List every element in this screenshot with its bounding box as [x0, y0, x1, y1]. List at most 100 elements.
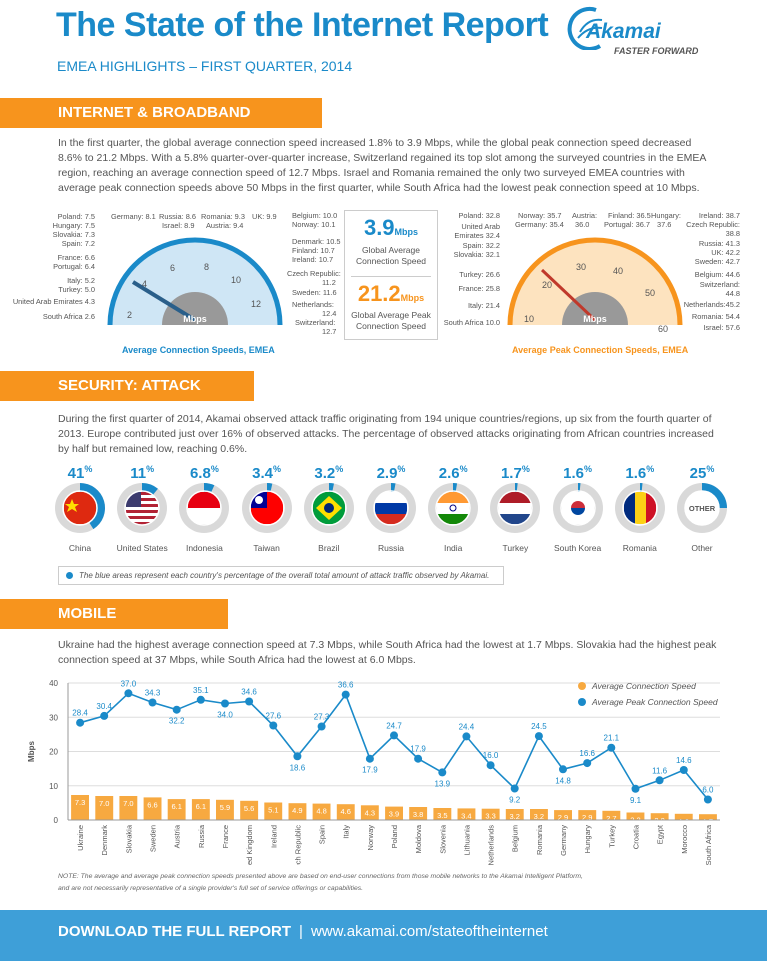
peak-speed-value: 27.3 — [314, 713, 330, 722]
avg-speed-bar — [216, 799, 234, 820]
legend-avg-swatch — [578, 682, 586, 690]
peak-speed-point — [655, 776, 664, 785]
gauge-label: 36.0 — [575, 220, 590, 229]
gauge-label: Spain: 7.2 — [61, 239, 95, 248]
peak-speed-value: 34.0 — [217, 711, 233, 720]
gauge-label: Austria: — [572, 211, 598, 220]
avg-speed-value: 5.6 — [244, 804, 254, 813]
peak-speed-value: 18.6 — [290, 763, 306, 772]
footer-bar: DOWNLOAD THE FULL REPORT | www.akamai.com/… — [0, 910, 767, 961]
attack-percentage: 41% — [67, 464, 93, 482]
x-category-label: Italy — [342, 825, 351, 839]
gauge-label: Austria: 9.4 — [206, 221, 244, 230]
attack-percentage: 3.2% — [314, 464, 344, 482]
avg-speed-bar — [433, 808, 452, 820]
attack-share-donut — [614, 483, 665, 533]
gauge-label: Romania: 54.4 — [691, 312, 740, 321]
gauge-label: Switzerland: — [699, 280, 740, 289]
gauge-label: France: 6.6 — [57, 253, 95, 262]
avg-speed-bar — [95, 796, 114, 820]
avg-speed-bar — [650, 813, 669, 820]
svg-text:60: 60 — [658, 324, 668, 334]
gauge-label: Romania: 9.3 — [201, 212, 245, 221]
peak-speed-point — [172, 705, 181, 714]
x-category-label: Slovakia — [124, 824, 133, 853]
avg-speed-bar — [409, 807, 428, 820]
x-category-label: Germany — [559, 825, 568, 856]
legend-dot-icon — [66, 572, 73, 579]
peak-speed-point — [293, 752, 302, 761]
x-category-label: Netherlands — [487, 825, 496, 865]
gauge-label: Russia: 41.3 — [698, 239, 740, 248]
gauge-label: 12.7 — [322, 327, 337, 336]
logo-wordmark: Akamai — [586, 20, 661, 43]
attack-percentage: 1.6% — [625, 464, 655, 482]
gauge-label: Hungary: 7.5 — [52, 221, 95, 230]
peak-speed-value: 9.1 — [630, 796, 642, 805]
peak-speed-value: 16.0 — [483, 751, 499, 760]
avg-speed-value: 3.2 — [509, 812, 519, 821]
attack-percentage: 6.8% — [189, 464, 219, 482]
x-category-label: Ireland — [269, 825, 278, 848]
avg-speed-value: 5.1 — [268, 806, 278, 815]
attack-percentage: 2.9% — [376, 464, 406, 482]
avg-speed-value: 6.1 — [196, 802, 206, 811]
gauge-label: Sweden: 11.6 — [292, 288, 337, 297]
svg-text:6: 6 — [170, 263, 175, 273]
gauge-label: Poland: 7.5 — [57, 212, 95, 221]
peak-speed-point — [703, 795, 712, 804]
us-flag-icon — [126, 492, 159, 525]
avg-speed-bar — [360, 805, 379, 820]
attack-country-other: 25% OTHER Other — [672, 464, 732, 553]
x-category-label: Denmark — [100, 825, 109, 856]
svg-text:2: 2 — [127, 310, 132, 320]
gauge-label: Czech Republic: — [287, 269, 341, 278]
peak-speed-point — [510, 784, 519, 793]
attack-percentage: 1.6% — [563, 464, 593, 482]
gauge-label: Italy: 5.2 — [67, 276, 95, 285]
avg-speed-bar — [240, 800, 259, 820]
gauge-label: Turkey: 5.0 — [58, 285, 95, 294]
x-category-label: Hungary — [583, 825, 592, 854]
peak-gauge-caption: Average Peak Connection Speeds, EMEA — [512, 345, 689, 355]
gauge-label: United Arab Emirates 4.3 — [12, 297, 95, 306]
gauge-label: Portugal: 36.7 — [604, 220, 651, 229]
peak-speed-point — [148, 698, 157, 707]
avg-speed-value: 3.2 — [534, 812, 544, 821]
peak-gauge-needle — [540, 268, 597, 322]
avg-speed-value: 3.5 — [437, 811, 447, 820]
peak-speed-value: 17.9 — [410, 745, 426, 754]
avg-speed-value: 5.9 — [220, 803, 230, 812]
avg-speed-value: 4.9 — [292, 806, 302, 815]
x-category-label: Austria — [173, 824, 182, 848]
x-category-label: Ukraine — [76, 825, 85, 851]
attack-country-name: Romania — [622, 543, 657, 553]
avg-speed-bar — [336, 804, 355, 820]
y-tick-label: 40 — [49, 679, 58, 688]
gauge-label: Israel: 57.6 — [703, 323, 740, 332]
x-category-label: Romania — [535, 824, 544, 855]
avg-speed-value: 1.8 — [679, 817, 689, 826]
peak-speed-point — [100, 711, 109, 720]
download-report-label[interactable]: DOWNLOAD THE FULL REPORT — [58, 923, 292, 940]
gauge-label: Spain: 32.2 — [462, 241, 500, 250]
other-badge-label: OTHER — [689, 504, 716, 513]
avg-speed-value: 7.0 — [123, 799, 133, 808]
attack-share-donut — [55, 483, 106, 533]
avg-speed-bar — [312, 803, 331, 820]
x-category-label: United Kingdom — [245, 825, 254, 865]
section-heading-broadband: INTERNET & BROADBAND ADOPTION — [0, 98, 322, 151]
attack-country-south-korea: 1.6% South Korea — [548, 464, 608, 553]
attack-percentage: 11% — [130, 464, 155, 482]
x-category-label: Egypt — [656, 824, 665, 844]
avg-speed-bar — [674, 813, 693, 820]
report-url-link[interactable]: www.akamai.com/stateoftheinternet — [310, 923, 548, 940]
svg-text:8: 8 — [204, 262, 209, 272]
page-subtitle: EMEA HIGHLIGHTS – FIRST QUARTER, 2014 — [57, 58, 353, 74]
attack-country-name: Russia — [378, 543, 404, 553]
gauge-label: Slovakia: 7.3 — [52, 230, 95, 239]
y-tick-label: 10 — [49, 782, 58, 791]
security-legend: The blue areas represent each country's … — [58, 566, 504, 585]
gauge-label: Ireland: 38.7 — [698, 211, 740, 220]
x-category-label: Moldova — [414, 824, 423, 853]
